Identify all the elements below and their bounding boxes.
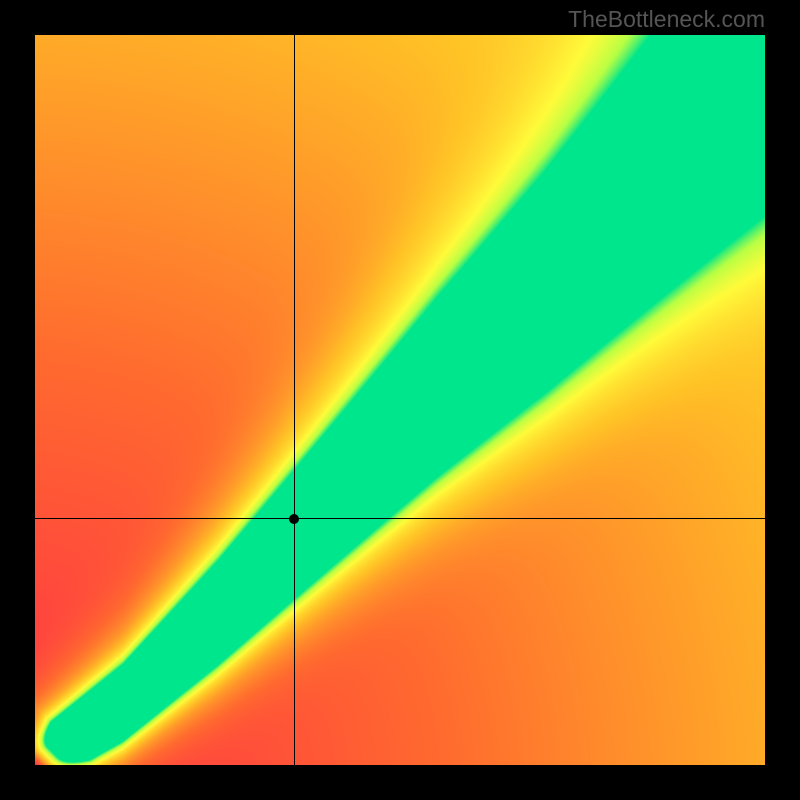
chart-container: TheBottleneck.com (0, 0, 800, 800)
watermark-text: TheBottleneck.com (568, 6, 765, 33)
crosshair-horizontal (35, 518, 765, 519)
bottleneck-heatmap (35, 35, 765, 765)
crosshair-vertical (294, 35, 295, 765)
